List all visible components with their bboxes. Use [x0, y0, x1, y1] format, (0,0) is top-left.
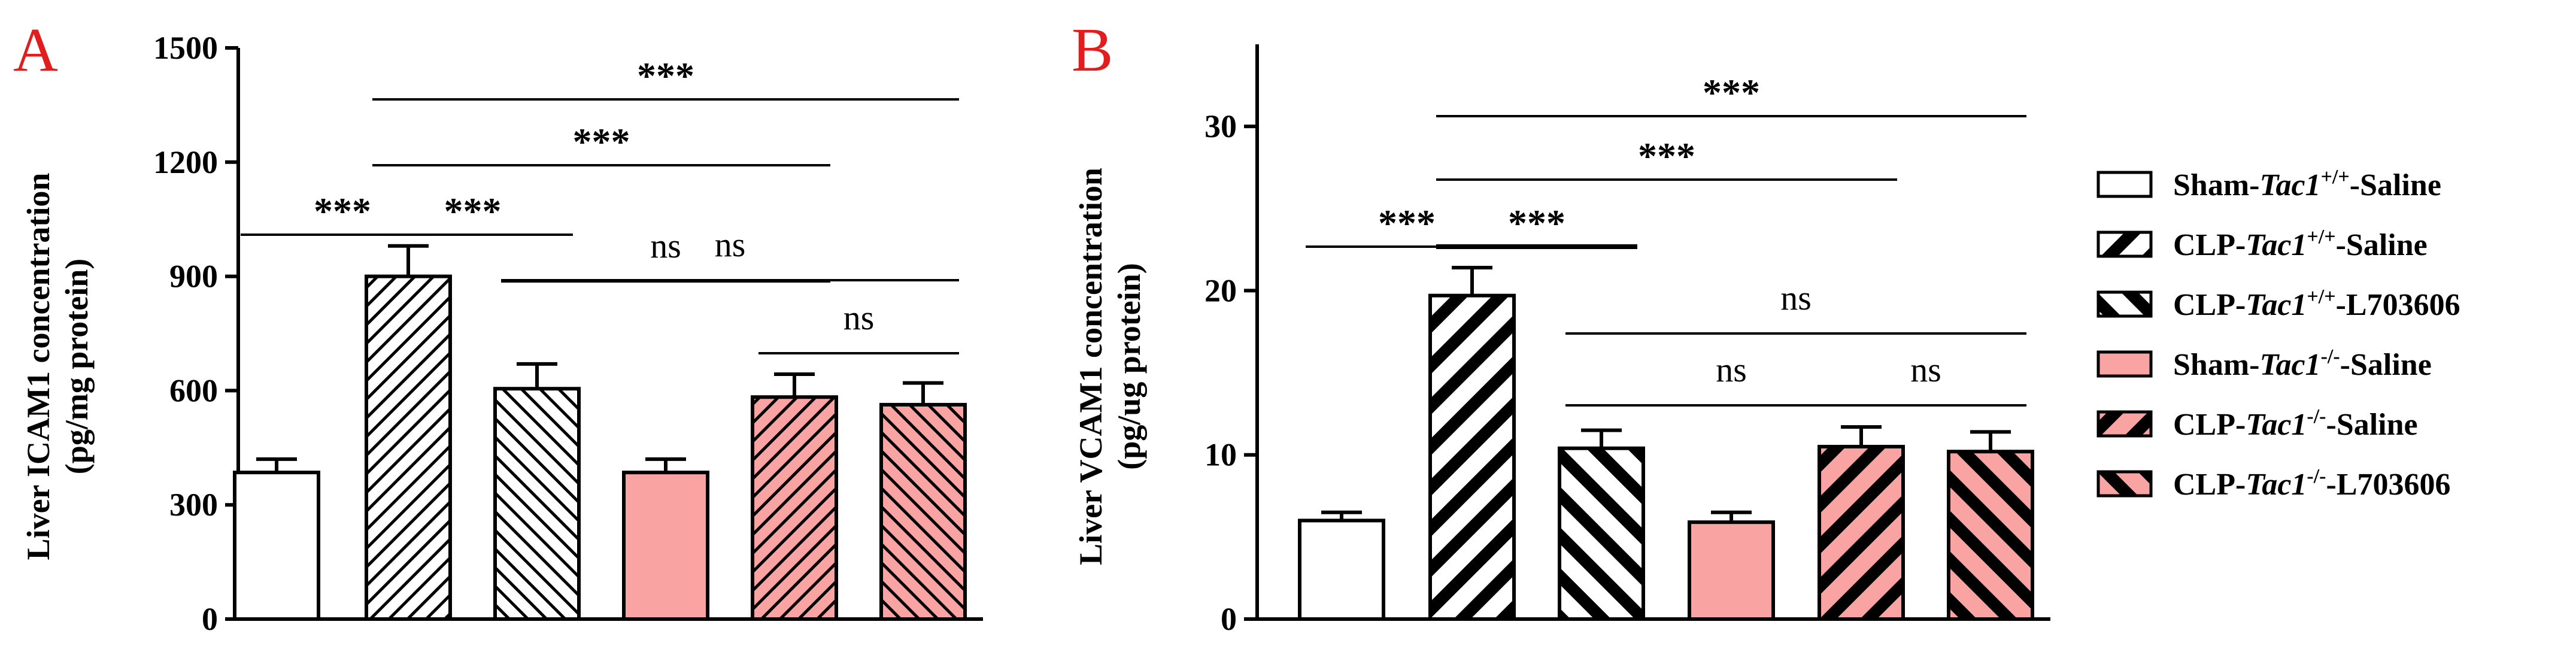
y-tick-label: 0 — [202, 601, 218, 637]
bar-3 — [493, 387, 581, 621]
sig-label-5: ns — [715, 225, 746, 264]
legend-label-2: CLP-Tac1+/+-Saline — [2173, 226, 2428, 262]
legend: Sham-Tac1+/+-Saline CLP-Tac1+/+-Saline CLP… — [2096, 166, 2460, 502]
bar-1 — [1298, 518, 1385, 621]
panel-b-ylabel-line1: Liver VCAM1 concentration — [1073, 168, 1109, 565]
bar-5 — [1818, 445, 1905, 621]
legend-swatch-2 — [2096, 231, 2153, 258]
legend-label-1: Sham-Tac1+/+-Saline — [2173, 166, 2441, 202]
y-tick-label: 300 — [169, 487, 218, 523]
sig-label-6: *** — [573, 120, 630, 163]
y-tick-label: 30 — [1204, 108, 1237, 144]
legend-swatch-1 — [2096, 171, 2153, 198]
y-tick-label: 20 — [1204, 272, 1237, 308]
bar-2 — [1428, 293, 1516, 621]
y-tick-label: 0 — [1221, 601, 1237, 637]
sig-label-2: *** — [1508, 202, 1565, 244]
y-tick-label: 1500 — [153, 30, 218, 66]
bar-6 — [879, 402, 967, 621]
y-tick-label: 900 — [169, 259, 218, 295]
y-tick-label: 600 — [169, 372, 218, 408]
legend-swatch-5 — [2096, 410, 2153, 438]
panel-b-letter: B — [1072, 16, 1113, 84]
sig-label-3: ns — [1716, 350, 1747, 389]
legend-swatch-3 — [2096, 290, 2153, 318]
bar-4 — [1688, 520, 1775, 621]
sig-label-3: ns — [650, 226, 681, 265]
bar-1 — [233, 471, 320, 621]
y-tick-label: 10 — [1204, 437, 1237, 473]
legend-label-3: CLP-Tac1+/+-L703606 — [2173, 286, 2460, 322]
sig-label-4: ns — [1910, 350, 1941, 389]
legend-label-4: Sham-Tac1-/--Saline — [2173, 345, 2432, 382]
bar-3 — [1558, 446, 1645, 621]
sig-label-2: *** — [444, 190, 502, 232]
panel-a-letter: A — [13, 16, 58, 84]
bar-5 — [751, 395, 838, 621]
sig-label-7: *** — [1703, 71, 1760, 114]
bar-2 — [365, 274, 452, 621]
panel-a-ylabel-line2: (pg/mg protein) — [59, 259, 95, 475]
legend-label-6: CLP-Tac1-/--L703606 — [2173, 465, 2451, 502]
y-tick-label: 1200 — [153, 144, 218, 180]
legend-swatch-4 — [2096, 350, 2153, 378]
bar-4 — [622, 471, 709, 621]
sig-label-1: *** — [314, 190, 371, 232]
sig-label-1: *** — [1378, 202, 1436, 244]
sig-label-5: ns — [1780, 278, 1812, 317]
legend-label-5: CLP-Tac1-/--Saline — [2173, 405, 2418, 442]
sig-label-4: ns — [844, 298, 875, 337]
legend-swatch-6 — [2096, 470, 2153, 498]
panel-a-ylabel-line1: Liver ICAM1 concentration — [20, 173, 56, 560]
sig-label-6: *** — [1638, 135, 1695, 177]
panel-b-ylabel-line2: (pg/ug protein) — [1111, 263, 1147, 470]
sig-label-7: *** — [637, 54, 694, 97]
bar-6 — [1947, 450, 2034, 621]
